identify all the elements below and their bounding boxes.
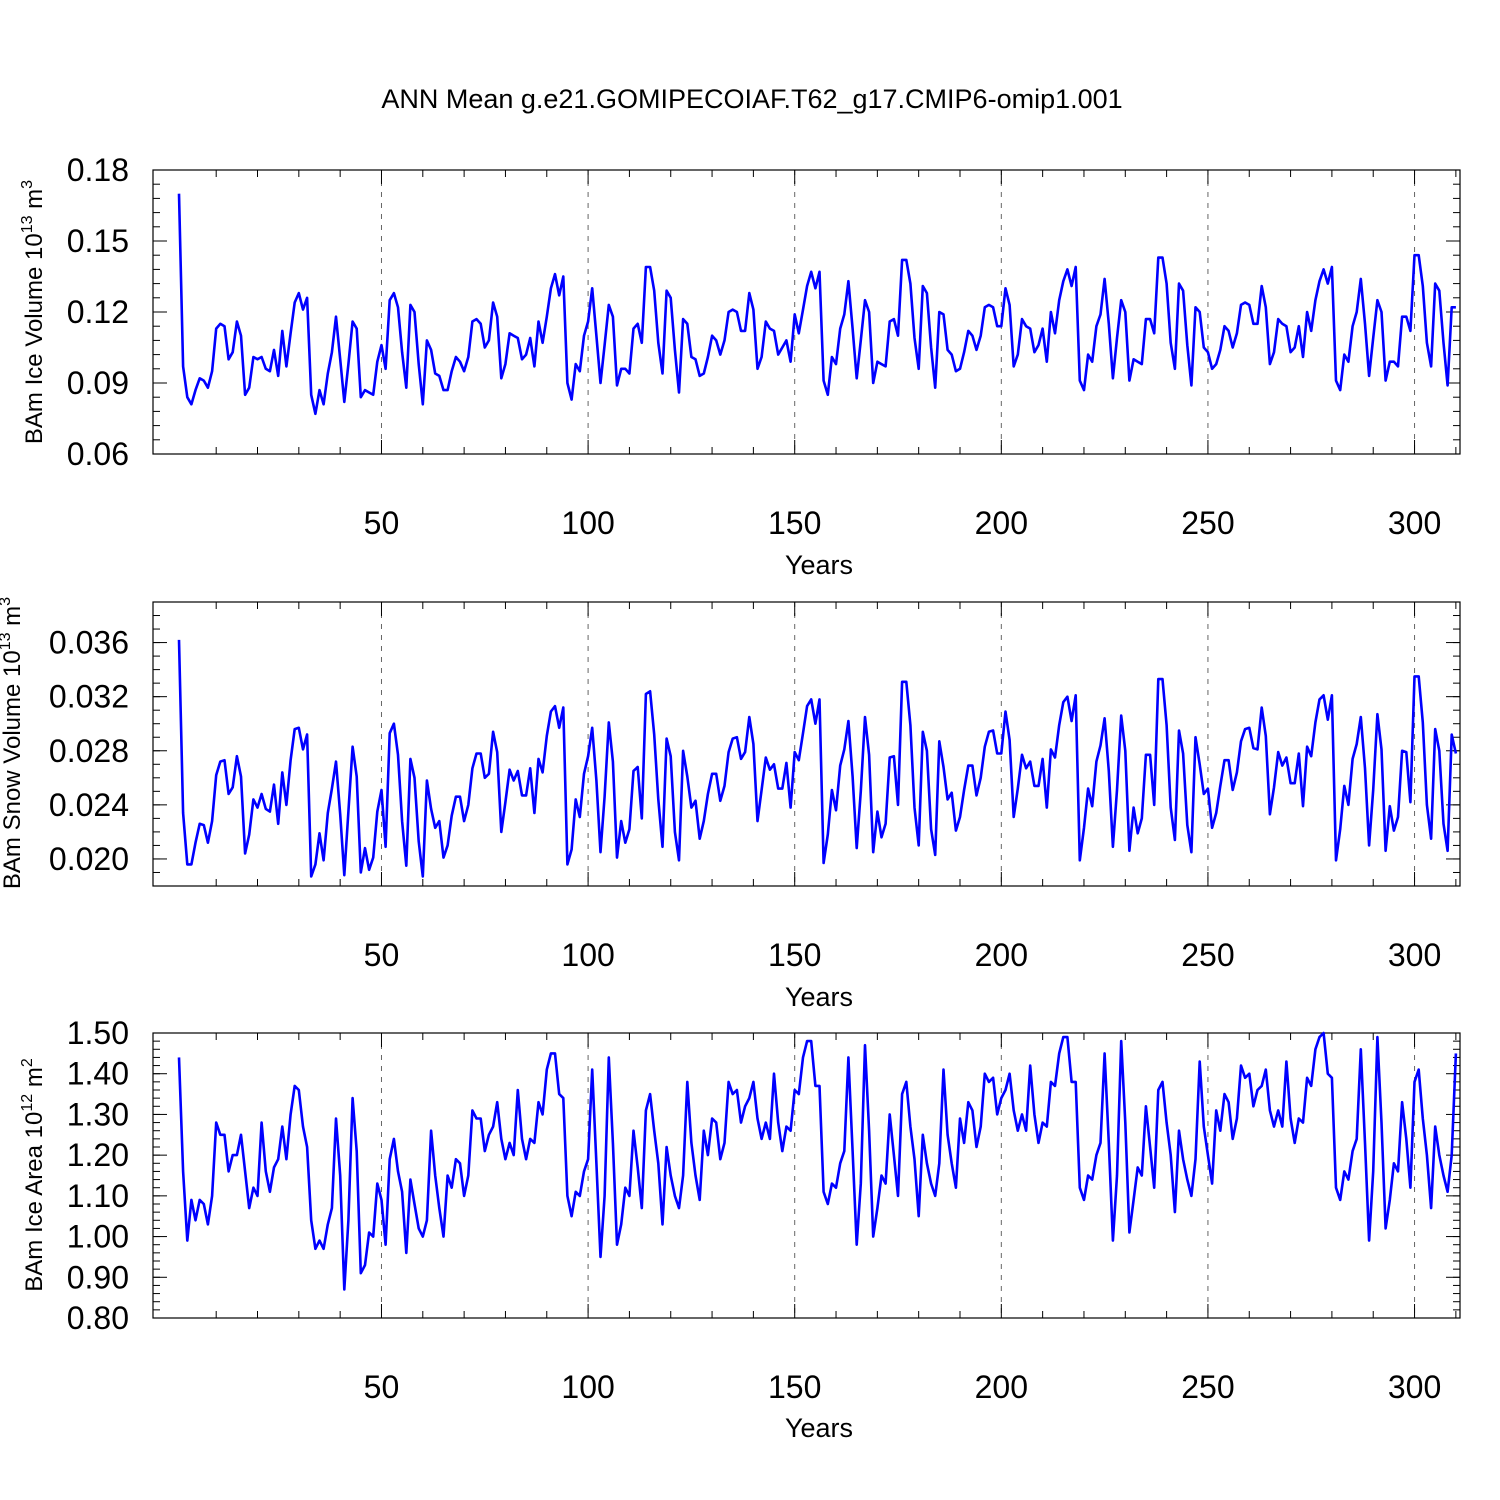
ice-area-panel: BAm Ice Area 1012 m2 Years 0.80 0.90 1.00 1… — [19, 1015, 1461, 1443]
ice-area-ylabel: BAm Ice Area 1012 m2 — [19, 1058, 48, 1292]
ice-area-xtick-label: 100 — [561, 1369, 614, 1405]
ice-volume-ylabel-unit-exp: 3 — [19, 180, 36, 189]
snow-volume-ylabel-unit: m — [0, 606, 26, 626]
snow-volume-ylabel-main: BAm Snow Volume 10 — [0, 650, 26, 889]
snow-volume-ytick-label: 0.024 — [49, 787, 129, 823]
ice-area-xtick-label: 50 — [364, 1369, 400, 1405]
ice-volume-xtick-label: 250 — [1181, 505, 1234, 541]
ice-area-xtick-label: 250 — [1181, 1369, 1234, 1405]
ice-area-xtick-label: 150 — [768, 1369, 821, 1405]
snow-volume-ytick-label: 0.028 — [49, 733, 129, 769]
snow-volume-xtick-label: 150 — [768, 937, 821, 973]
ice-area-plot-frame — [152, 1032, 1461, 1319]
ice-area-ylabel-unit-exp: 2 — [19, 1058, 36, 1067]
figure-title: ANN Mean g.e21.GOMIPECOIAF.T62_g17.CMIP6… — [381, 84, 1122, 114]
snow-volume-panel: BAm Snow Volume 1013 m3 Years 0.020 0.024… — [0, 597, 1461, 1012]
ice-volume-xtick-label: 300 — [1388, 505, 1441, 541]
snow-volume-xtick-label: 300 — [1388, 937, 1441, 973]
ice-volume-ytick-label: 0.09 — [67, 365, 129, 401]
ice-volume-series-line — [177, 193, 1456, 416]
ice-area-ytick-label: 1.40 — [67, 1056, 129, 1092]
snow-volume-ytick-label: 0.020 — [49, 841, 129, 877]
ice-volume-ytick-label: 0.15 — [67, 223, 129, 259]
ice-area-xtick-label: 200 — [975, 1369, 1028, 1405]
ice-volume-ylabel-exp: 13 — [19, 215, 36, 233]
snow-volume-series-line — [177, 639, 1458, 878]
snow-volume-xtick-label: 100 — [561, 937, 614, 973]
ice-area-xlabel: Years — [785, 1413, 853, 1443]
snow-volume-xtick-label: 200 — [975, 937, 1028, 973]
ice-volume-xtick-label: 150 — [768, 505, 821, 541]
ice-area-ytick-label: 1.50 — [67, 1015, 129, 1051]
ice-area-ytick-label: 1.10 — [67, 1178, 129, 1214]
snow-volume-xlabel: Years — [785, 982, 853, 1012]
ice-area-ylabel-main: BAm Ice Area 10 — [21, 1112, 48, 1292]
ice-area-xtick-label: 300 — [1388, 1369, 1441, 1405]
ice-area-ylabel-unit: m — [21, 1067, 48, 1087]
ice-area-ytick-label: 1.20 — [67, 1137, 129, 1173]
snow-volume-xtick-label: 250 — [1181, 937, 1234, 973]
ice-area-ytick-label: 0.90 — [67, 1259, 129, 1295]
ice-area-ylabel-exp: 12 — [19, 1094, 36, 1112]
snow-volume-ylabel: BAm Snow Volume 1013 m3 — [0, 597, 26, 889]
ice-area-ytick-label: 1.00 — [67, 1219, 129, 1255]
ice-volume-ytick-label: 0.18 — [67, 152, 129, 188]
ice-volume-xlabel: Years — [785, 550, 853, 580]
ice-volume-xtick-label: 200 — [975, 505, 1028, 541]
snow-volume-ytick-label: 0.036 — [49, 625, 129, 661]
ice-volume-ylabel-unit: m — [21, 189, 48, 209]
ice-volume-ytick-label: 0.06 — [67, 436, 129, 472]
snow-volume-ylabel-unit-exp: 3 — [0, 597, 14, 606]
ice-volume-panel: BAm Ice Volume 1013 m3 Years 0.06 0.09 0.1… — [19, 152, 1461, 580]
ice-volume-ytick-label: 0.12 — [67, 294, 129, 330]
snow-volume-ylabel-exp: 13 — [0, 632, 14, 650]
ice-volume-plot-frame — [152, 169, 1461, 455]
ice-volume-xtick-label: 50 — [364, 505, 400, 541]
ice-area-ytick-label: 0.80 — [67, 1300, 129, 1336]
snow-volume-ytick-label: 0.032 — [49, 679, 129, 715]
snow-volume-plot-frame — [152, 601, 1461, 887]
snow-volume-xtick-label: 50 — [364, 937, 400, 973]
ice-area-series-line — [177, 1031, 1458, 1291]
ice-volume-ylabel-main: BAm Ice Volume 10 — [21, 233, 48, 444]
ice-volume-ylabel: BAm Ice Volume 1013 m3 — [19, 180, 48, 444]
ice-volume-xtick-label: 100 — [561, 505, 614, 541]
ice-area-ytick-label: 1.30 — [67, 1096, 129, 1132]
